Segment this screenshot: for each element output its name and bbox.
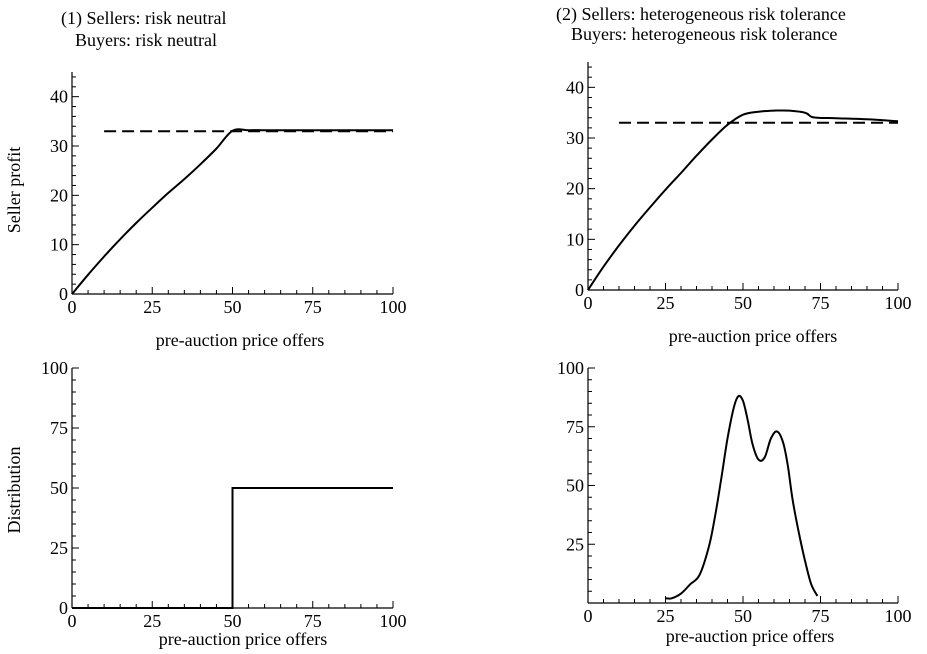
panel-4: pre-auction price offers 0 25 50 75 100 25 50 7… xyxy=(557,358,912,646)
panel-3-y-tick-label: 0 xyxy=(59,598,68,618)
panel-3-x-tick-label: 25 xyxy=(143,611,161,631)
panel-3-ylabel: Distribution xyxy=(4,446,24,533)
panel-1-x-tick-label: 75 xyxy=(304,297,322,317)
panel-4-x-tick-label: 50 xyxy=(734,606,752,626)
panel-3-x-tick-label: 50 xyxy=(224,611,242,631)
panel-3-axes: 0 25 50 75 100 0 25 50 75 100 xyxy=(41,358,407,631)
panel-4-curve xyxy=(665,394,819,600)
panel-3-series xyxy=(72,487,393,609)
panel-1-axes: 0 25 50 75 100 0 10 20 30 40 xyxy=(50,72,407,317)
panel-4-x-tick-label: 0 xyxy=(584,606,593,626)
panel-1-y-tick-label: 30 xyxy=(50,136,68,156)
panel-3-y-tick-label: 25 xyxy=(50,538,68,558)
panel-2-series xyxy=(587,109,899,291)
panel-1-y-tick-label: 40 xyxy=(50,87,68,107)
panel-3-x-tick-label: 75 xyxy=(304,611,322,631)
panel-2-x-tick-label: 25 xyxy=(657,293,675,313)
panel-1-series xyxy=(71,128,393,295)
panel-2-y-tick-label: 20 xyxy=(566,179,584,199)
panel-3-y-tick-label: 50 xyxy=(50,478,68,498)
panel-1-x-tick-label: 50 xyxy=(224,297,242,317)
panel-2-y-tick-label: 10 xyxy=(566,229,584,249)
panel-4-y-tick-label: 50 xyxy=(566,476,584,496)
panel-2-x-tick-label: 50 xyxy=(734,293,752,313)
panel-1-y-tick-label: 20 xyxy=(50,185,68,205)
panel-2-curve xyxy=(587,109,899,291)
panel-4-y-tick-label: 100 xyxy=(557,358,584,378)
panel-1-title: (1) Sellers: risk neutral xyxy=(61,8,226,29)
panel-4-x-tick-label: 25 xyxy=(657,606,675,626)
panel-4-x-tick-label: 75 xyxy=(812,606,830,626)
panel-3: Distribution pre-auction price offers 0 2… xyxy=(4,358,407,649)
panel-1-x-tick-label: 25 xyxy=(143,297,161,317)
panel-4-y-tick-label: 25 xyxy=(566,534,584,554)
panel-2-x-tick-label: 100 xyxy=(885,293,912,313)
panel-1-xlabel: pre-auction price offers xyxy=(156,330,325,350)
panel-1-curve xyxy=(71,128,393,295)
panel-4-xlabel: pre-auction price offers xyxy=(666,626,835,646)
panel-4-axes: 0 25 50 75 100 25 50 75 100 xyxy=(557,358,912,626)
panel-1-x-tick-label: 100 xyxy=(380,297,407,317)
panel-2-x-tick-label: 0 xyxy=(584,293,593,313)
panel-1-y-tick-label: 0 xyxy=(59,284,68,304)
panel-4-y-tick-label: 75 xyxy=(566,417,584,437)
panel-2-subtitle: Buyers: heterogeneous risk tolerance xyxy=(571,24,837,44)
panel-2-y-tick-label: 0 xyxy=(575,280,584,300)
panel-2-x-tick-label: 75 xyxy=(812,293,830,313)
panel-3-y-tick-label: 100 xyxy=(41,358,68,378)
panel-2: (2) Sellers: heterogeneous risk toleranc… xyxy=(556,4,912,346)
panel-1-ylabel: Seller profit xyxy=(4,147,24,233)
panel-2-y-tick-label: 40 xyxy=(566,77,584,97)
panel-2-axes: 0 25 50 75 100 0 10 20 30 40 xyxy=(566,62,912,313)
panel-1-subtitle: Buyers: risk neutral xyxy=(75,30,217,50)
panel-3-x-tick-label: 100 xyxy=(380,611,407,631)
panel-3-xlabel: pre-auction price offers xyxy=(159,629,328,649)
panel-1-x-tick-label: 0 xyxy=(68,297,77,317)
panel-2-xlabel: pre-auction price offers xyxy=(669,326,838,346)
panel-3-y-tick-label: 75 xyxy=(50,418,68,438)
panel-2-y-tick-label: 30 xyxy=(566,128,584,148)
panel-1-y-tick-label: 10 xyxy=(50,235,68,255)
panel-3-curve xyxy=(72,487,393,609)
panel-4-series xyxy=(665,394,819,600)
panel-3-x-tick-label: 0 xyxy=(68,611,77,631)
panel-4-x-tick-label: 100 xyxy=(885,606,912,626)
panel-2-title: (2) Sellers: heterogeneous risk toleranc… xyxy=(556,4,846,25)
panel-1: (1) Sellers: risk neutral Buyers: risk n… xyxy=(4,8,407,350)
